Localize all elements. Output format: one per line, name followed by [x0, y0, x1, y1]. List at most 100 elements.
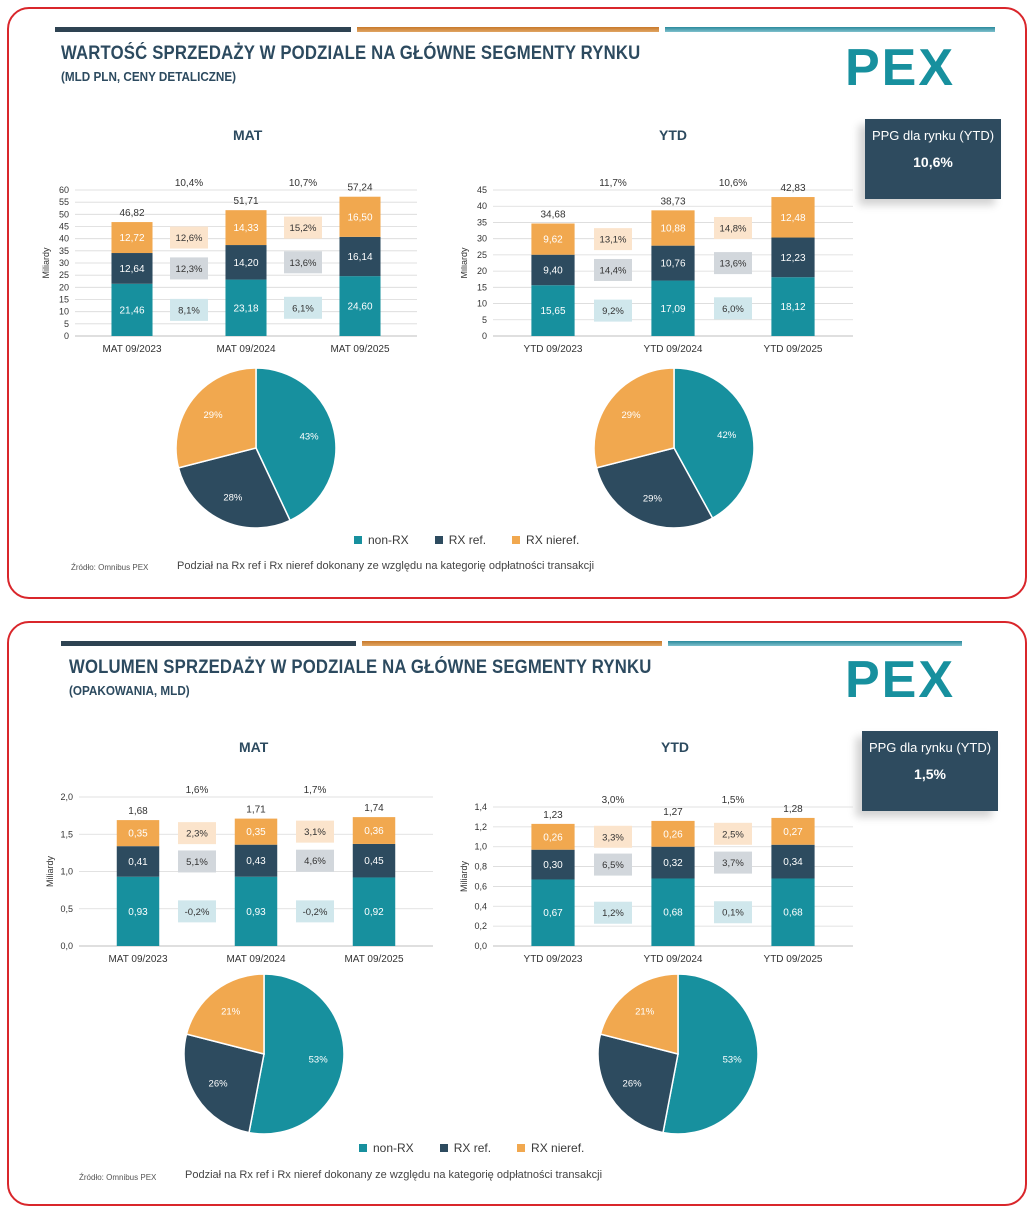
legend-swatch-rxnieref: [517, 1144, 526, 1152]
value-panel: WARTOŚĆ SPRZEDAŻY W PODZIALE NA GŁÓWNE S…: [7, 7, 1027, 599]
growth-box-rxref: [714, 851, 752, 874]
header-stripe-dark: [61, 641, 356, 646]
bar-total-label: 46,82: [119, 208, 144, 219]
bar-value-label: 12,48: [780, 213, 805, 224]
pie-slice-nonrx: [248, 973, 345, 1135]
page-title: WARTOŚĆ SPRZEDAŻY W PODZIALE NA GŁÓWNE S…: [61, 43, 641, 64]
bar-chart-value-mat: 0 5 10 15 20 25 30 35 40 45 50 55 60 Miliardy 21,46 12,…: [41, 178, 417, 355]
bar-total-label: 1,68: [128, 806, 148, 817]
y-tick-label: 1,2: [474, 822, 487, 832]
pie-slice-nonrx-label: 53%: [723, 1055, 743, 1066]
bar-segment: [234, 876, 278, 946]
bar-value-label: 0,27: [783, 827, 803, 838]
y-tick-label: 0,8: [474, 862, 487, 872]
growth-total-label: 3,0%: [602, 795, 625, 806]
y-tick-label: 20: [477, 266, 487, 276]
bar-total-label: 1,23: [543, 810, 563, 821]
y-tick-label: 0: [64, 331, 69, 341]
chart-title-mat: MAT: [233, 127, 263, 143]
x-tick-label: MAT 09/2025: [344, 954, 404, 965]
legend-item-rxnieref: RX nieref.: [517, 1141, 584, 1155]
y-tick-label: 45: [477, 185, 487, 195]
growth-box-rxref-label: 3,7%: [722, 858, 744, 869]
bar-value-label: 14,33: [233, 223, 258, 234]
pie-slice-nonrx: [255, 367, 337, 522]
legend-swatch-rxref: [439, 1144, 448, 1152]
pie-slice-nonrx-label: 53%: [309, 1055, 329, 1066]
y-tick-label: 45: [59, 222, 69, 232]
legend-label-nonrx: non-RX: [373, 1141, 414, 1155]
page-title: WOLUMEN SPRZEDAŻY W PODZIALE NA GŁÓWNE S…: [69, 657, 652, 678]
bar-value-label: 0,68: [663, 908, 683, 919]
bar-segment: [651, 846, 695, 879]
growth-box-rxref-label: 13,6%: [720, 259, 747, 270]
y-tick-label: 10: [477, 299, 487, 309]
bar-value-label: 0,67: [543, 908, 563, 919]
bar-segment: [234, 844, 278, 877]
page-subtitle: (OPAKOWANIA, MLD): [69, 683, 190, 698]
growth-box-rxnieref: [714, 822, 752, 845]
bar-value-label: 16,14: [347, 252, 372, 263]
growth-box-nonrx-label: -0,2%: [185, 907, 210, 918]
bar-segment: [225, 279, 267, 336]
bar-segment: [531, 849, 575, 880]
y-tick-label: 5: [482, 315, 487, 325]
growth-box-nonrx: [284, 296, 322, 319]
growth-box-nonrx-label: 0,1%: [722, 908, 744, 919]
bar-value-label: 24,60: [347, 302, 372, 313]
chart-title-mat: MAT: [239, 739, 269, 755]
bar-segment: [234, 818, 278, 845]
header-stripe-orange: [362, 641, 662, 646]
header-stripe-orange: [357, 27, 659, 32]
growth-box-rxnieref: [296, 820, 334, 843]
y-tick-label: 25: [477, 250, 487, 260]
bar-value-label: 0,92: [364, 907, 384, 918]
bar-value-label: 9,62: [543, 235, 563, 246]
bar-total-label: 1,27: [663, 807, 683, 818]
growth-box-nonrx: [714, 297, 752, 320]
bar-segment: [339, 236, 381, 277]
bar-total-label: 1,71: [246, 805, 266, 816]
bar-total-label: 42,83: [780, 183, 805, 194]
pie-slice-rxref-label: 26%: [209, 1079, 229, 1090]
y-tick-label: 50: [59, 209, 69, 219]
pie-chart-volume-mat: 53% 26% 21%: [183, 973, 345, 1135]
bar-segment: [771, 277, 815, 336]
y-tick-label: 15: [477, 282, 487, 292]
bar-segment: [352, 843, 396, 878]
growth-box-rxref: [594, 853, 632, 876]
y-tick-label: 20: [59, 282, 69, 292]
bar-segment: [225, 245, 267, 280]
bar-segment: [339, 276, 381, 336]
bar-value-label: 0,26: [543, 832, 563, 843]
header-stripe-dark: [55, 27, 351, 32]
bar-segment: [531, 879, 575, 946]
y-tick-label: 40: [477, 201, 487, 211]
legend-label-nonrx: non-RX: [368, 533, 409, 547]
legend: non-RX RX ref. RX nieref.: [359, 1141, 584, 1155]
bar-value-label: 0,68: [783, 908, 803, 919]
y-tick-label: 0,6: [474, 881, 487, 891]
bar-total-label: 38,73: [660, 196, 685, 207]
ppg-box: PPG dla rynku (YTD) 10,6%: [865, 119, 1001, 199]
pie-slice-rxnieref: [185, 973, 265, 1055]
growth-total-label: 1,5%: [722, 795, 745, 806]
bar-segment: [531, 223, 575, 255]
ppg-box: PPG dla rynku (YTD) 1,5%: [862, 731, 998, 811]
legend-swatch-nonrx: [359, 1144, 367, 1152]
growth-box-rxnieref-label: 15,2%: [290, 223, 317, 234]
y-tick-label: 30: [477, 234, 487, 244]
bar-segment: [116, 820, 160, 847]
bar-value-label: 0,32: [663, 858, 683, 869]
bar-total-label: 1,74: [364, 803, 384, 814]
y-tick-label: 1,0: [60, 867, 73, 877]
y-tick-label: 35: [59, 246, 69, 256]
growth-box-nonrx-label: 6,0%: [722, 304, 744, 315]
bar-value-label: 0,36: [364, 826, 384, 837]
y-tick-label: 0,0: [474, 941, 487, 951]
x-tick-label: YTD 09/2025: [764, 344, 823, 355]
bar-segment: [531, 285, 575, 336]
x-tick-label: YTD 09/2024: [644, 954, 703, 965]
y-axis-label: Miliardy: [461, 247, 469, 279]
x-tick-label: MAT 09/2023: [102, 344, 162, 355]
